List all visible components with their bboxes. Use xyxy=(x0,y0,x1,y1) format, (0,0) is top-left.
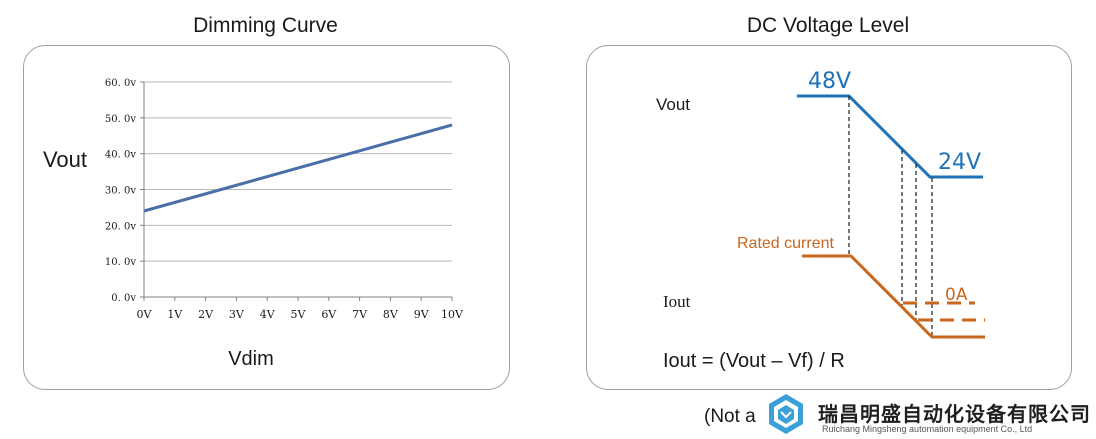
y-tick-label: 40. 0v xyxy=(105,150,136,161)
iout-label: Iout xyxy=(663,292,691,311)
x-tick-label: 10V xyxy=(441,308,464,321)
high-voltage-label: 48V xyxy=(808,69,851,94)
x-tick-label: 4V xyxy=(260,308,276,321)
footer-note: (Not a xyxy=(704,406,756,427)
x-axis-label: Vdim xyxy=(228,348,274,370)
low-voltage-label: 24V xyxy=(938,150,981,175)
rated-current-label: Rated current xyxy=(737,235,834,252)
zero-current-label: 0A xyxy=(945,285,968,305)
x-tick-label: 9V xyxy=(414,308,430,321)
dimming-curve-panel xyxy=(23,45,510,390)
y-axis-label: Vout xyxy=(43,147,87,172)
formula-text: Iout = (Vout – Vf) / R xyxy=(663,350,845,372)
dc-voltage-panel xyxy=(586,45,1072,390)
series-line xyxy=(143,123,453,213)
y-tick-label: 30. 0v xyxy=(105,186,136,197)
x-tick-label: 2V xyxy=(198,308,214,321)
y-tick-label: 60. 0v xyxy=(105,78,136,89)
y-tick-label: 20. 0v xyxy=(105,221,136,232)
x-tick-label: 3V xyxy=(229,308,245,321)
company-name-logo: 瑞昌明盛自动化设备有限公司 xyxy=(818,402,1091,426)
company-sub-logo: Ruichang Mingsheng automation equipment … xyxy=(822,424,1033,434)
dimming-curve-title: Dimming Curve xyxy=(193,14,338,37)
voltage-curve xyxy=(797,94,983,179)
x-tick-label: 7V xyxy=(352,308,368,321)
x-tick-label: 6V xyxy=(321,308,337,321)
x-tick-label: 5V xyxy=(291,308,307,321)
x-tick-label: 1V xyxy=(167,308,183,321)
current-curve xyxy=(802,254,985,339)
vout-label: Vout xyxy=(656,95,690,114)
dc-voltage-title: DC Voltage Level xyxy=(746,14,910,37)
y-tick-label: 10. 0v xyxy=(105,257,136,268)
y-tick-label: 0. 0v xyxy=(111,293,136,304)
x-tick-label: 8V xyxy=(383,308,399,321)
x-tick-label: 0V xyxy=(137,308,153,321)
y-tick-label: 50. 0v xyxy=(105,114,136,125)
